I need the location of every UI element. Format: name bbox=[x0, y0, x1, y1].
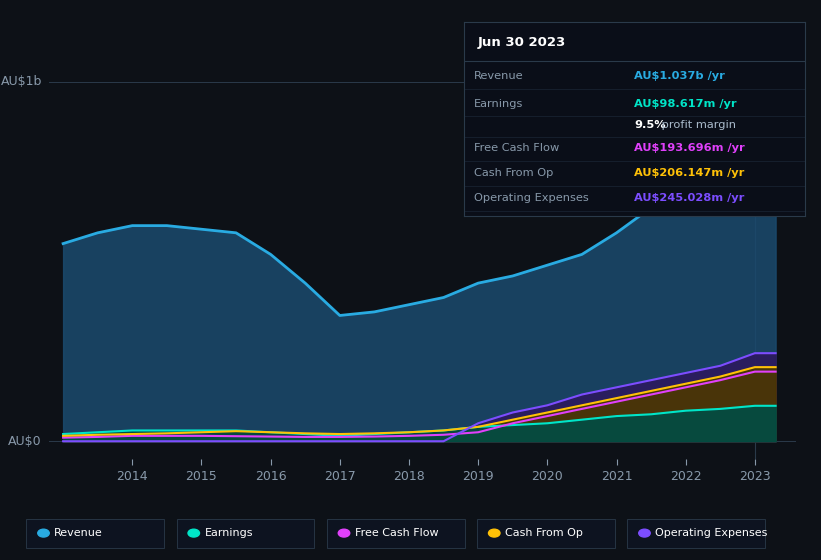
Text: Revenue: Revenue bbox=[54, 528, 103, 538]
Text: Operating Expenses: Operating Expenses bbox=[474, 193, 589, 203]
Text: AU$206.147m /yr: AU$206.147m /yr bbox=[635, 168, 745, 178]
Text: Earnings: Earnings bbox=[204, 528, 253, 538]
Text: Free Cash Flow: Free Cash Flow bbox=[355, 528, 438, 538]
Text: Earnings: Earnings bbox=[474, 99, 524, 109]
Text: AU$1b: AU$1b bbox=[1, 76, 42, 88]
Text: AU$1.037b /yr: AU$1.037b /yr bbox=[635, 72, 725, 82]
Text: Cash From Op: Cash From Op bbox=[474, 168, 553, 178]
Text: Cash From Op: Cash From Op bbox=[505, 528, 583, 538]
Text: Free Cash Flow: Free Cash Flow bbox=[474, 143, 559, 153]
Text: AU$98.617m /yr: AU$98.617m /yr bbox=[635, 99, 737, 109]
Text: AU$245.028m /yr: AU$245.028m /yr bbox=[635, 193, 745, 203]
Text: Revenue: Revenue bbox=[474, 72, 524, 82]
Text: Jun 30 2023: Jun 30 2023 bbox=[478, 36, 566, 49]
Text: 9.5%: 9.5% bbox=[635, 120, 666, 130]
Text: profit margin: profit margin bbox=[658, 120, 736, 130]
Text: Operating Expenses: Operating Expenses bbox=[655, 528, 768, 538]
Text: AU$193.696m /yr: AU$193.696m /yr bbox=[635, 143, 745, 153]
Text: AU$0: AU$0 bbox=[8, 435, 42, 448]
